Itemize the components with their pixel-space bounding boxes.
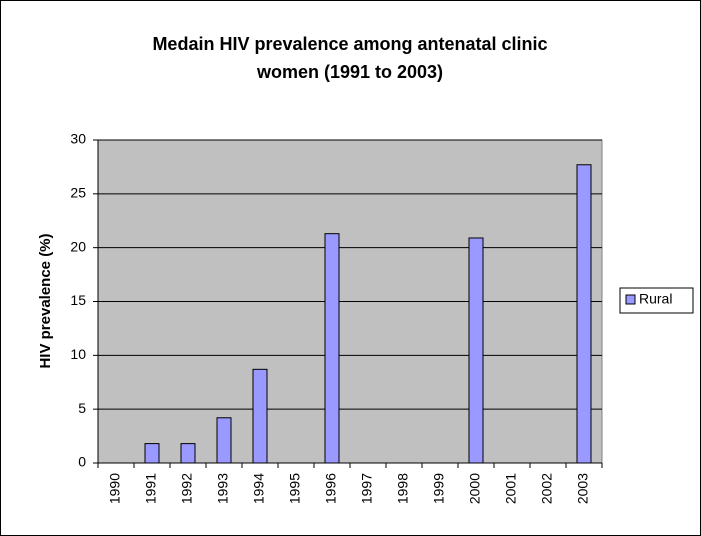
x-tick-label: 1995: [287, 473, 303, 504]
x-tick-label: 1992: [179, 473, 195, 504]
y-tick-label: 20: [70, 238, 86, 254]
y-axis-label: HIV prevalence (%): [37, 233, 54, 368]
bar: [252, 368, 268, 464]
x-tick-label: 1993: [215, 473, 231, 504]
x-tick-label: 1991: [143, 473, 159, 504]
bar: [468, 237, 484, 464]
x-tick-label: 2003: [575, 473, 591, 504]
x-tick-label: 1990: [107, 473, 123, 504]
chart-title: women (1991 to 2003): [256, 62, 443, 82]
x-tick-label: 1998: [395, 473, 411, 504]
legend-label: Rural: [639, 291, 672, 307]
x-tick-label: 2002: [539, 473, 555, 504]
legend-swatch: [625, 294, 636, 305]
bar: [144, 443, 160, 464]
y-tick-label: 0: [78, 454, 86, 470]
y-tick-label: 15: [70, 292, 86, 308]
y-tick-label: 30: [70, 131, 86, 147]
y-tick-label: 25: [70, 185, 86, 201]
bar: [180, 443, 196, 464]
bar: [324, 233, 340, 464]
x-tick-label: 1999: [431, 473, 447, 504]
y-tick-label: 5: [78, 400, 86, 416]
x-tick-label: 1997: [359, 473, 375, 504]
chart-title: Medain HIV prevalence among antenatal cl…: [152, 34, 547, 54]
x-tick-label: 1994: [251, 473, 267, 504]
x-tick-label: 1996: [323, 473, 339, 504]
x-tick-label: 2001: [503, 473, 519, 504]
x-tick-label: 2000: [467, 473, 483, 504]
y-tick-label: 10: [70, 346, 86, 362]
bar: [216, 417, 232, 464]
bar: [576, 164, 592, 464]
